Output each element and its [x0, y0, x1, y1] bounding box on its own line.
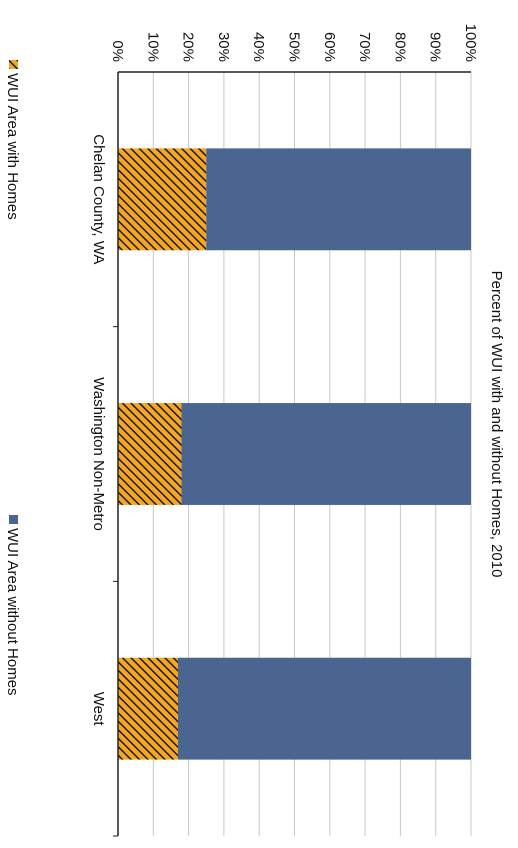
y-tick-label: 40%: [250, 32, 267, 62]
bar-segment: [118, 657, 179, 760]
y-tick-label: 20%: [180, 32, 197, 62]
y-tick-label: 60%: [321, 32, 338, 62]
y-tick-label: 0%: [109, 40, 126, 62]
legend-label: WUI Area with Homes: [4, 73, 21, 220]
category-label: Chelan County, WA: [90, 134, 107, 264]
category-label: West: [90, 692, 107, 727]
legend-label: WUI Area without Homes: [4, 528, 21, 696]
axes: 0% 10% 20% 30% 40% 50% 60% 70% 80% 90% 100% Chelan …: [90, 24, 479, 837]
bar-segment: [178, 657, 471, 760]
y-tick-label: 70%: [356, 32, 373, 62]
y-tick-label: 30%: [215, 32, 232, 62]
y-tick-label: 100%: [462, 24, 479, 62]
legend-swatch: [9, 515, 18, 524]
y-tick-label: 50%: [286, 32, 303, 62]
legend: WUI Area with Homes WUI Area without Home…: [4, 60, 21, 696]
bar-segment: [181, 403, 471, 505]
y-tick-label: 90%: [427, 32, 444, 62]
bar-segment: [118, 148, 207, 251]
y-tick-label: 10%: [144, 32, 161, 62]
chart-title: Percent of WUI with and without Homes, 2…: [488, 271, 505, 578]
category-label: Washington Non-Metro: [90, 377, 107, 531]
bar-segment: [206, 148, 471, 251]
bars: [118, 148, 471, 760]
bar-segment: [118, 403, 182, 505]
legend-swatch: [9, 60, 18, 69]
y-tick-label: 80%: [391, 32, 408, 62]
